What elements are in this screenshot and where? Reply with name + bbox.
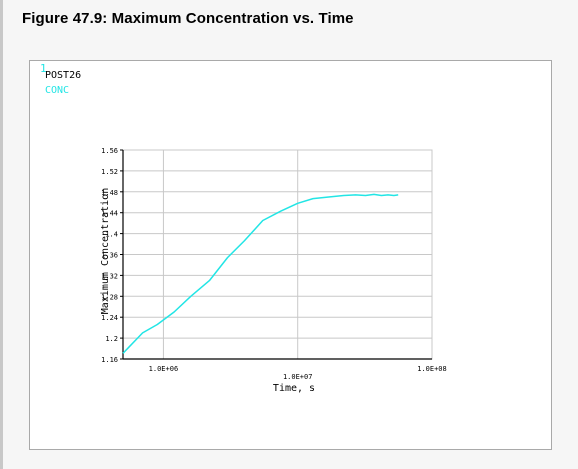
y-axis-title: Maximum Concentration: [100, 188, 111, 314]
y-tick-label: 1.2: [105, 335, 118, 343]
y-tick-label: 1.56: [101, 147, 118, 155]
chart-svg: 1 POST26 CONC 1.16 1.2 1.24 1.28 1.32 1.36 1.4…: [40, 62, 447, 394]
series-line-conc: [122, 193, 399, 354]
x-tick-label: 1.0E+07: [283, 373, 313, 381]
x-tick-label: 1.0E+06: [149, 365, 179, 373]
program-label: POST26: [45, 70, 81, 81]
y-tick-label: 1.32: [101, 272, 118, 280]
series-layer: [122, 193, 399, 354]
y-tick-label: 1.16: [101, 356, 118, 364]
y-tick-label: 1.4: [105, 231, 118, 239]
y-tick-label: 1.24: [101, 314, 118, 322]
y-tick-label: 1.36: [101, 252, 118, 260]
left-border-rule: [0, 0, 3, 469]
tick-labels: 1.16 1.2 1.24 1.28 1.32 1.36 1.4 1.44 1.48 1.52 1.…: [101, 147, 447, 381]
figure-title: Figure 47.9: Maximum Concentration vs. T…: [22, 10, 354, 27]
axes: [120, 149, 432, 360]
window-number: 1: [40, 62, 47, 75]
x-axis-title: Time, s: [273, 383, 315, 394]
x-tick-label: 1.0E+08: [417, 365, 447, 373]
plot-window: 1 POST26 CONC 1.16 1.2 1.24 1.28 1.32 1.36 1.4…: [29, 60, 552, 450]
y-tick-label: 1.44: [101, 210, 118, 218]
y-tick-label: 1.52: [101, 168, 118, 176]
y-tick-label: 1.28: [101, 293, 118, 301]
grid-lines: [122, 149, 433, 360]
legend-label: CONC: [45, 85, 69, 96]
y-tick-label: 1.48: [101, 189, 118, 197]
